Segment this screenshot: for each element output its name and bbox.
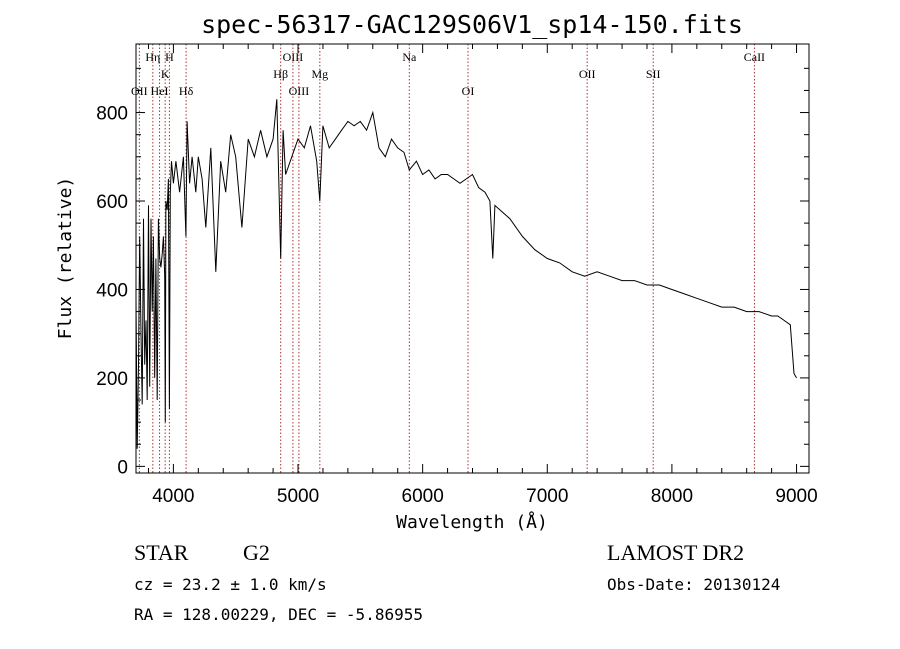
spectral-line-label: OIII <box>283 50 304 64</box>
spectral-line-label: Mg <box>311 67 328 81</box>
obs-date-text: Obs-Date: 20130124 <box>607 575 780 594</box>
y-tick-label: 0 <box>117 457 128 478</box>
y-tick-label: 800 <box>96 104 128 125</box>
spectral-line-label: SII <box>646 67 661 81</box>
chart-title: spec-56317-GAC129S06V1_sp14-150.fits <box>201 10 743 39</box>
object-class: STAR <box>134 540 189 565</box>
survey-name: LAMOST DR2 <box>607 540 744 565</box>
spectral-line-label: CaII <box>744 50 765 64</box>
spectral-line-label: OII <box>131 84 148 98</box>
spectral-line-label: Hδ <box>179 84 194 98</box>
spectral-line-label: K <box>161 67 170 81</box>
x-axis-ticks: 4000 5000 6000 7000 8000 9000 <box>147 44 818 507</box>
x-tick-label: 6000 <box>402 486 444 507</box>
redshift-text: cz = 23.2 ± 1.0 km/s <box>134 575 327 594</box>
spectral-line-markers <box>138 44 755 473</box>
spectral-line-label: H <box>165 50 174 64</box>
spectral-line-label: Na <box>402 50 417 64</box>
y-tick-label: 600 <box>96 192 128 213</box>
x-tick-label: 5000 <box>277 486 319 507</box>
object-subclass: G2 <box>243 540 270 565</box>
x-tick-label: 9000 <box>775 486 817 507</box>
y-axis-label: Flux (relative) <box>55 177 76 340</box>
spectral-line-label: OIII <box>289 84 310 98</box>
y-tick-label: 400 <box>96 280 128 301</box>
spectral-line-label: HeI <box>151 84 169 98</box>
spectral-line-label: Hβ <box>273 67 288 81</box>
spectrum-line <box>135 99 797 449</box>
coordinates-text: RA = 128.00229, DEC = -5.86955 <box>134 605 423 624</box>
spectral-line-label: Hη <box>145 50 160 64</box>
x-tick-label: 7000 <box>526 486 568 507</box>
x-axis-label: Wavelength (Å) <box>396 511 548 533</box>
y-tick-label: 200 <box>96 369 128 390</box>
y-axis-ticks: 0 200 400 600 800 <box>96 67 809 478</box>
spectral-line-label: OII <box>579 67 596 81</box>
x-tick-label: 8000 <box>651 486 693 507</box>
x-tick-label: 4000 <box>152 486 194 507</box>
plot-frame <box>135 43 810 474</box>
spectral-line-label: OI <box>462 84 475 98</box>
